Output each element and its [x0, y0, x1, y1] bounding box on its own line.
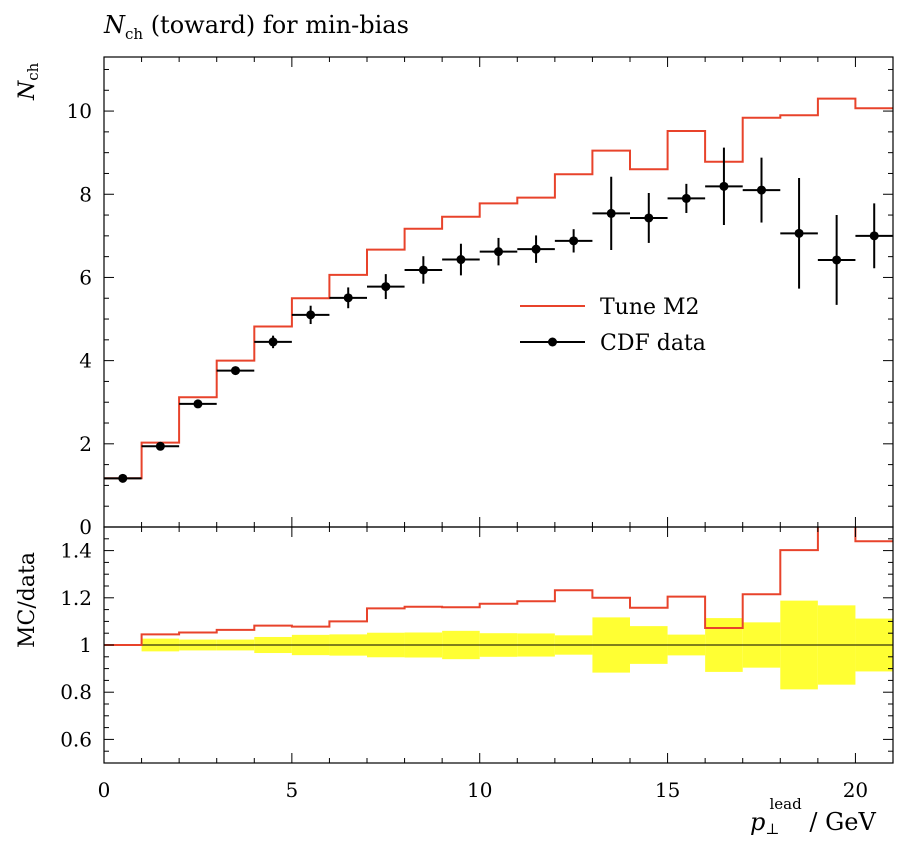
x-label-superscript: lead — [769, 795, 802, 813]
ratio-y-axis-label: MC/data — [15, 552, 40, 648]
ratio-y-tick-label: 1 — [79, 633, 92, 657]
x-tick-label: 10 — [467, 778, 492, 802]
main-y-tick-label: 2 — [79, 432, 92, 456]
data-point — [118, 473, 128, 483]
data-point — [155, 441, 165, 451]
main-y-tick-label: 8 — [79, 182, 92, 206]
title-symbol: N — [104, 11, 125, 39]
x-tick-label: 5 — [285, 778, 298, 802]
x-label-subscript: ⊥ — [765, 820, 779, 838]
ratio-y-tick-label: 0.6 — [60, 727, 92, 751]
data-point — [757, 185, 766, 195]
y-label-symbol: N — [15, 80, 40, 101]
series-line-tune-m2 — [104, 97, 893, 480]
title-rest: (toward) for min-bias — [143, 11, 409, 39]
legend-label-tune-m2: Tune M2 — [600, 295, 700, 320]
x-axis-label: p⊥ lead / GeV — [750, 795, 876, 838]
data-point — [494, 247, 503, 257]
data-point — [381, 282, 391, 292]
data-point — [606, 208, 616, 218]
main-y-tick-label: 4 — [79, 349, 92, 373]
x-label-symbol: p — [750, 808, 765, 836]
data-point — [794, 228, 804, 238]
data-point — [569, 236, 579, 246]
main-series-group — [104, 97, 893, 483]
main-y-tick-label: 10 — [67, 99, 92, 123]
main-y-axis-label: Nch — [15, 62, 42, 101]
legend-marker-cdf-data — [548, 337, 557, 347]
data-point — [306, 310, 316, 320]
x-tick-label: 0 — [98, 778, 111, 802]
ratio-y-tick-label: 1.4 — [60, 539, 92, 563]
chart-title: Nch (toward) for min-bias — [104, 10, 409, 49]
data-point — [644, 213, 654, 223]
legend-label-cdf-data: CDF data — [600, 331, 706, 356]
ratio-y-tick-label: 1.2 — [60, 586, 92, 610]
data-point — [343, 293, 353, 303]
ratio-series-group — [104, 527, 893, 646]
data-point — [456, 255, 466, 265]
main-y-tick-label: 6 — [79, 265, 92, 289]
x-tick-label: 15 — [655, 778, 680, 802]
data-point — [193, 399, 203, 409]
data-point — [681, 193, 691, 203]
x-label-unit: / GeV — [802, 808, 877, 836]
axes-group: 0 5 10 15 20 0 2 4 6 8 10 0.6 0.8 1 1.2 1.4 — [60, 56, 894, 802]
main-plot-frame — [103, 56, 894, 528]
data-point — [832, 255, 842, 265]
data-point — [418, 265, 428, 275]
data-point — [531, 244, 541, 254]
x-tick-label: 20 — [843, 778, 868, 802]
data-point — [719, 181, 729, 191]
main-y-tick-label: 0 — [79, 515, 92, 539]
data-point — [268, 337, 278, 347]
legend: Tune M2 CDF data — [520, 295, 706, 356]
title-subscript: ch — [125, 24, 144, 43]
ratio-y-tick-label: 0.8 — [60, 680, 92, 704]
data-point — [869, 231, 879, 241]
ratio-line-tune-m2 — [104, 527, 893, 646]
axis-labels: Nch MC/data p⊥ lead / GeV — [15, 62, 876, 838]
y-label-subscript: ch — [24, 62, 42, 80]
data-point — [231, 366, 240, 376]
